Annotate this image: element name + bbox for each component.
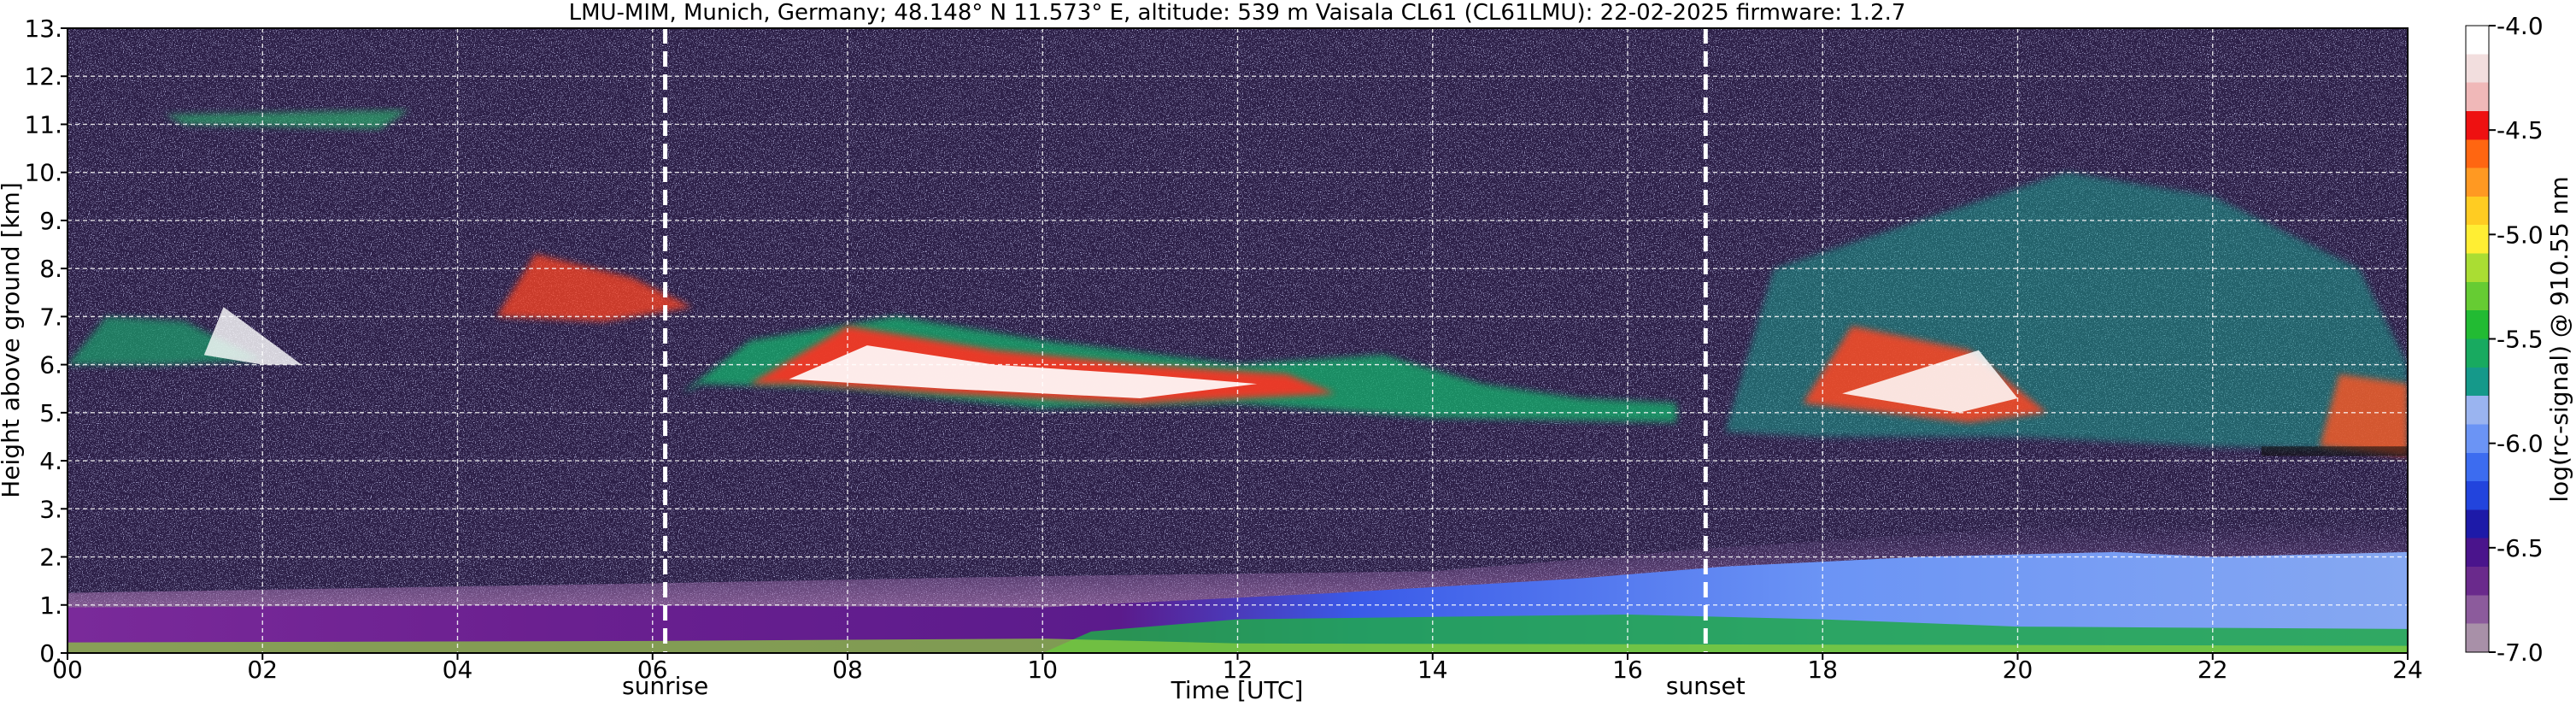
y-tick-label: 1. [39,591,62,620]
cloud-peak-mid [789,345,1258,398]
x-tick-label: 20 [2003,656,2033,684]
y-axis-label: Height above ground [km] [0,182,25,498]
colorbar-tick-label: -5.0 [2497,221,2544,249]
y-tick-label: 11. [24,110,62,138]
y-tick-label: 3. [39,495,62,523]
x-tick-label: 02 [247,656,278,684]
y-tick-label: 10. [24,159,62,187]
plot-area [67,28,2408,653]
y-tick-label: 0. [39,639,62,668]
cloud-peak-evening [1842,350,2018,413]
cirrus-early-peak [203,307,302,365]
grid [67,28,2408,653]
x-tick-label: 18 [1807,656,1838,684]
y-tick-label: 6. [39,351,62,379]
x-tick-label: 12 [1223,656,1253,684]
cirrus-morning [496,254,692,321]
colorbar-tick-label: -5.5 [2497,326,2544,354]
y-tick-label: 7. [39,303,62,331]
x-tick-label: 06 [637,656,668,684]
y-tick-label: 4. [39,447,62,475]
colorbar-tick-label: -7.0 [2497,638,2544,667]
x-tick-label: 14 [1417,656,1448,684]
colorbar-label: log(rc-signal) @ 910.55 nm [2545,176,2573,502]
colorbar-tick-label: -4.5 [2497,116,2544,144]
cloud-core-late [2320,374,2408,456]
sun-event-lines [663,28,1708,653]
y-axis: 0. 1. 2. 3. 4. 5. 6. 7. 8. 9. 10. 11. 12. 13. [24,15,67,668]
y-tick-label: 13. [24,15,62,43]
colorbar-scale [2465,25,2490,653]
colorbar-tick-label: -4.0 [2497,12,2544,40]
y-tick-label: 8. [39,255,62,283]
x-tick-label: 04 [443,656,473,684]
x-tick-label: 00 [52,656,83,684]
y-tick-label: 5. [39,399,62,427]
colorbar-tick-label: -6.0 [2497,430,2544,458]
y-tick-label: 9. [39,207,62,235]
evening-shadow-strip [2261,446,2408,456]
chart-title: LMU-MIM, Munich, Germany; 48.148° N 11.5… [569,0,1906,26]
event-label-sunrise: sunrise [622,672,708,700]
x-tick-label: 08 [832,656,863,684]
y-tick-label: 2. [39,544,62,572]
event-label-sunset: sunset [1666,672,1746,700]
x-tick-label: 10 [1027,656,1058,684]
colorbar-tick-label: -6.5 [2497,534,2544,562]
x-tick-label: 22 [2198,656,2228,684]
x-tick-label: 24 [2392,656,2423,684]
x-axis-label: Time [UTC] [1171,676,1304,704]
sun-event-labels: sunrise sunset [622,672,1746,700]
x-axis: 00 02 04 06 08 10 12 14 16 18 20 22 24 [52,653,2423,684]
colorbar: -4.0 -4.5 -5.0 -5.5 -6.0 -6.5 -7.0 log(rc-sign… [2465,12,2573,667]
x-tick-label: 16 [1612,656,1643,684]
colorbar-ticks: -4.0 -4.5 -5.0 -5.5 -6.0 -6.5 -7.0 [2489,12,2544,667]
y-tick-label: 12. [24,62,62,91]
